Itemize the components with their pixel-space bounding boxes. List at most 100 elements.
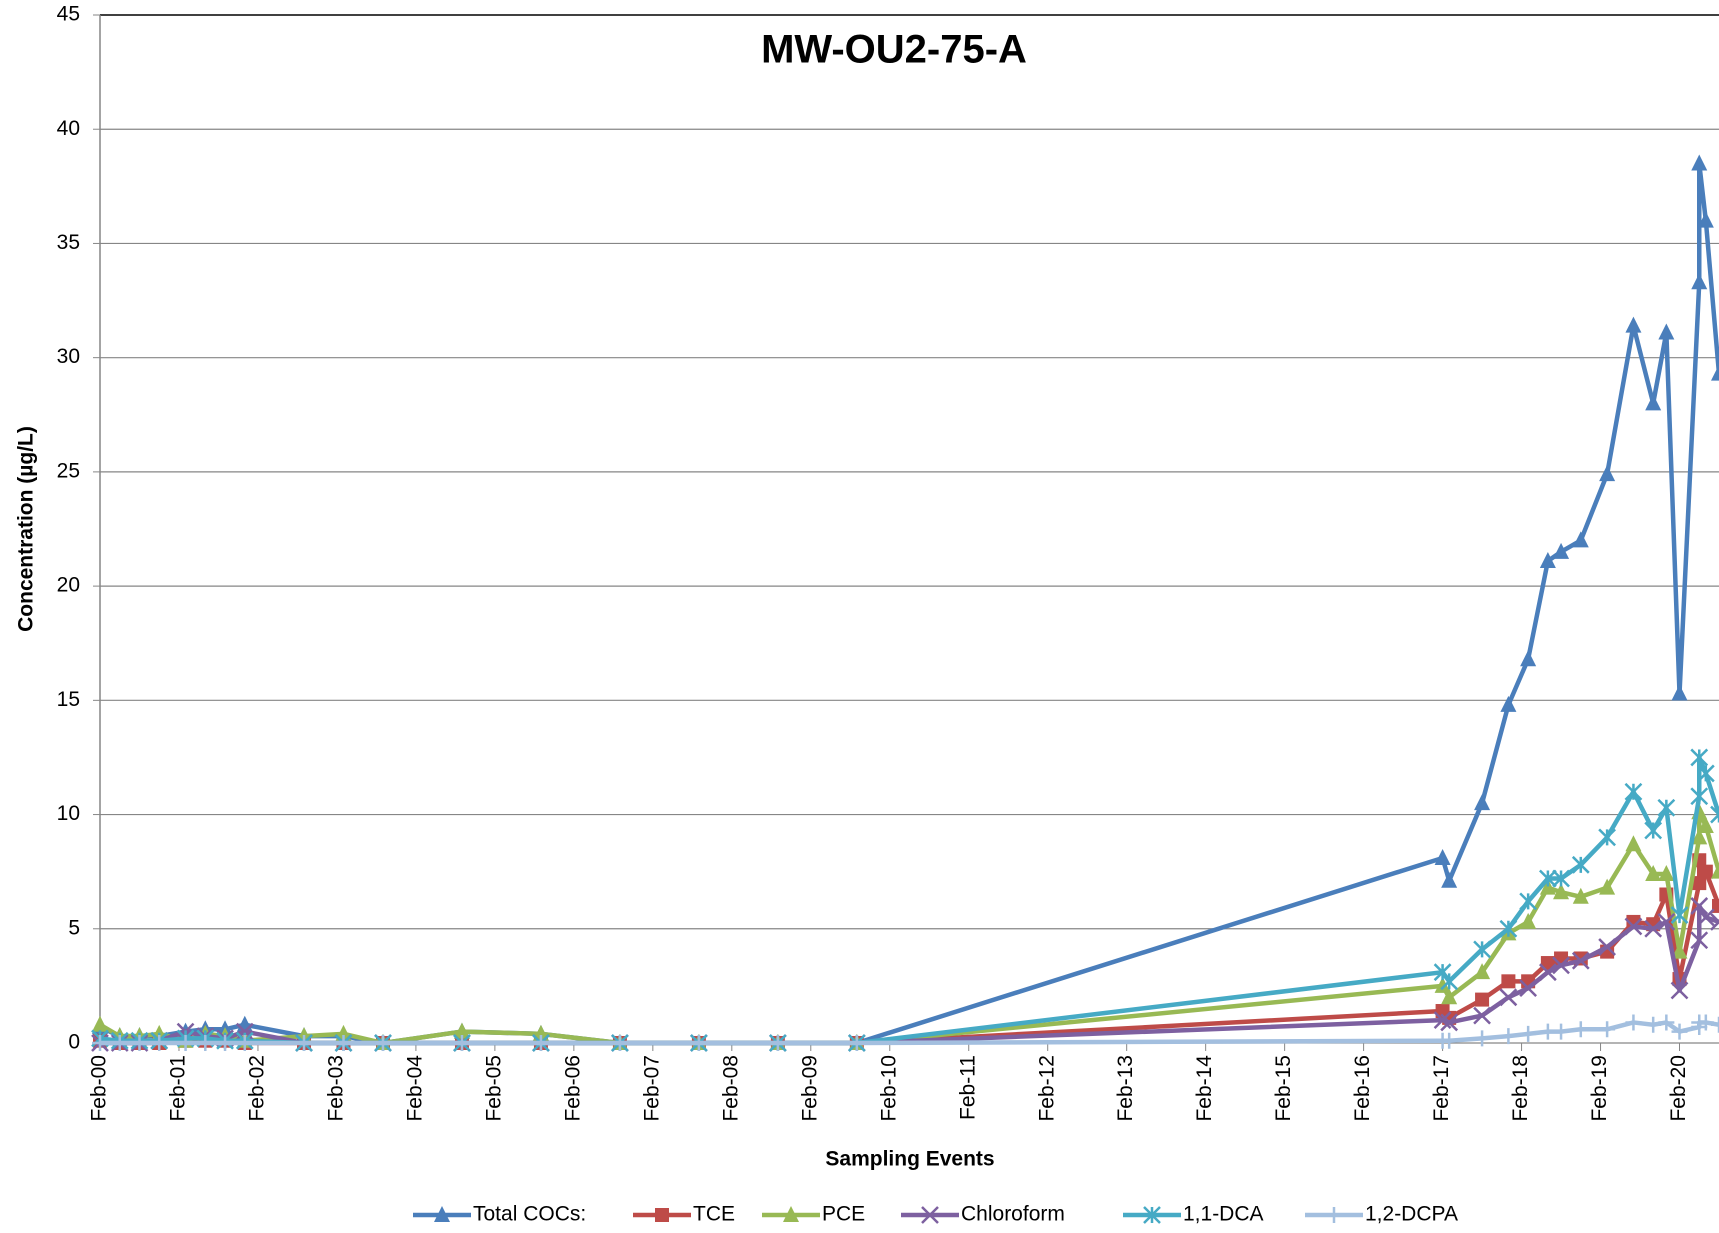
marker: [1499, 988, 1518, 1007]
marker: [92, 1015, 108, 1032]
y-tick-label: 35: [57, 231, 80, 254]
marker: [1692, 876, 1707, 891]
marker: [1553, 883, 1570, 900]
x-tick-label: Feb-16: [1351, 1055, 1374, 1122]
legend-label: PCE: [822, 1203, 865, 1226]
marker: [1475, 992, 1490, 1007]
marker: [1434, 848, 1451, 865]
marker: [1500, 1028, 1517, 1045]
y-tick-label: 0: [68, 1031, 80, 1054]
marker: [1553, 542, 1570, 559]
legend-label: 1,1-DCA: [1183, 1203, 1264, 1226]
x-tick-label: Feb-01: [167, 1055, 190, 1122]
x-tick-label: Feb-05: [482, 1055, 505, 1122]
marker: [197, 1035, 214, 1051]
marker: [1710, 913, 1719, 931]
marker: [296, 1035, 313, 1051]
marker: [1644, 821, 1663, 840]
x-tick-label: Feb-12: [1035, 1055, 1058, 1122]
marker: [1571, 855, 1590, 874]
y-tick-label: 30: [57, 345, 80, 368]
marker: [335, 1035, 352, 1051]
x-axis-title: Sampling Events: [825, 1148, 994, 1171]
marker: [1473, 940, 1491, 959]
marker: [1441, 988, 1458, 1005]
marker: [1326, 1207, 1342, 1223]
x-tick-label: Feb-03: [324, 1055, 347, 1122]
marker: [453, 1022, 470, 1039]
marker: [1711, 862, 1719, 879]
marker: [769, 1035, 786, 1051]
x-tick-label: Feb-07: [640, 1055, 663, 1122]
marker: [1598, 938, 1617, 956]
marker: [1671, 684, 1688, 701]
marker: [1710, 805, 1719, 824]
x-tick-label: Feb-02: [245, 1055, 268, 1122]
marker: [1671, 1023, 1688, 1040]
marker: [1552, 956, 1570, 975]
marker: [151, 1035, 168, 1051]
y-tick-label: 5: [68, 916, 80, 939]
marker: [1441, 1032, 1458, 1049]
y-tick-label: 10: [57, 802, 80, 825]
marker: [1539, 878, 1556, 895]
x-tick-label: Feb-10: [877, 1055, 900, 1122]
marker: [111, 1035, 128, 1051]
plot-area: [91, 154, 1719, 1052]
marker: [1441, 871, 1458, 888]
marker: [1572, 887, 1589, 904]
y-tick-label: 25: [57, 459, 80, 482]
marker: [1474, 963, 1491, 980]
marker: [1501, 974, 1516, 989]
marker: [611, 1035, 628, 1051]
marker: [1698, 864, 1713, 879]
legend: Total COCs: TCE PCE Chloroform 1,1-DCA 1,2-DC…: [413, 1203, 1458, 1226]
marker: [1440, 1013, 1459, 1032]
x-tick-label: Feb-18: [1509, 1055, 1532, 1122]
x-tick-label: Feb-14: [1193, 1055, 1216, 1122]
marker: [655, 1208, 669, 1222]
marker: [1434, 976, 1451, 993]
chart-title: MW-OU2-75-A: [761, 28, 1027, 72]
marker: [1711, 1016, 1719, 1033]
marker: [1645, 394, 1662, 411]
marker: [335, 1024, 352, 1041]
marker: [690, 1035, 707, 1051]
x-tick-label: Feb-04: [403, 1055, 426, 1122]
marker: [1691, 273, 1708, 290]
marker: [1572, 1021, 1589, 1038]
marker: [848, 1035, 865, 1051]
marker: [1657, 798, 1676, 817]
marker: [1599, 1021, 1616, 1038]
x-tick-label: Feb-17: [1430, 1055, 1453, 1122]
marker: [1473, 1006, 1491, 1025]
marker: [374, 1035, 391, 1051]
legend-label: 1,2-DCPA: [1365, 1203, 1458, 1226]
marker: [1690, 787, 1709, 806]
marker: [453, 1035, 470, 1051]
series-line: [99, 161, 1719, 1046]
marker: [1691, 154, 1708, 171]
series-line: [99, 755, 1719, 1046]
marker: [177, 1035, 194, 1051]
marker: [1520, 1025, 1537, 1042]
marker: [1552, 869, 1570, 888]
marker: [1645, 1016, 1662, 1033]
marker: [1474, 1030, 1491, 1047]
marker: [921, 1206, 939, 1224]
marker: [92, 1035, 108, 1051]
marker: [1625, 1014, 1642, 1031]
y-axis-title: Concentration (µg/L): [15, 426, 38, 632]
y-tick-label: 15: [57, 688, 80, 711]
x-tick-label: Feb-13: [1114, 1055, 1137, 1122]
marker: [1624, 782, 1643, 801]
x-tick-label: Feb-15: [1272, 1055, 1295, 1122]
marker: [1599, 465, 1616, 482]
marker: [1143, 1206, 1161, 1224]
marker: [1539, 869, 1557, 888]
marker: [1670, 981, 1689, 1000]
y-tick-label: 20: [57, 574, 80, 597]
marker: [1499, 919, 1518, 938]
marker: [131, 1035, 148, 1051]
